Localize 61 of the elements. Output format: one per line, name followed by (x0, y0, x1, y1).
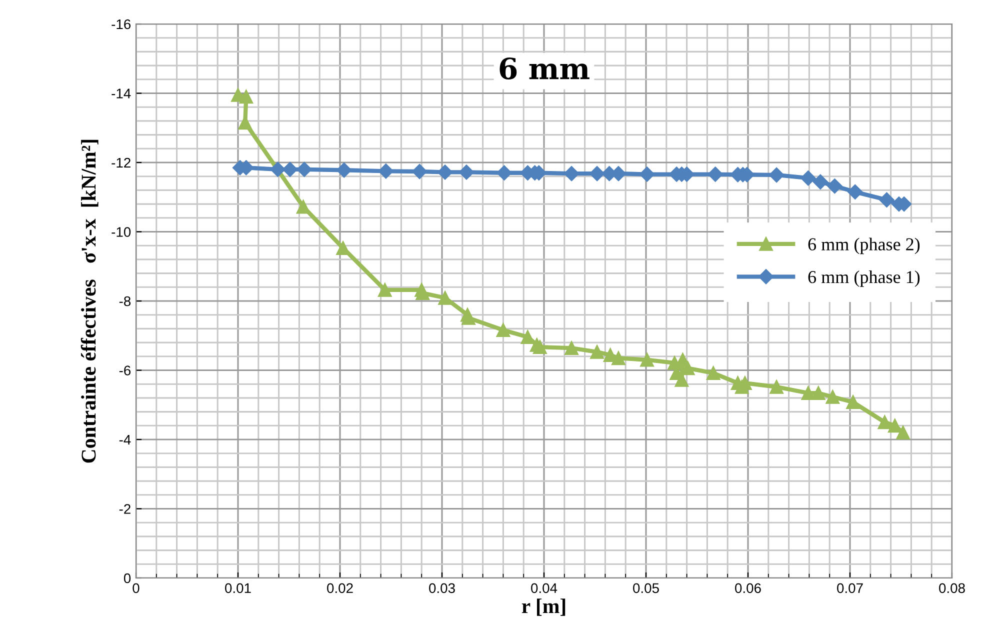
x-tick-label: 0.02 (327, 583, 353, 594)
y-tick-label: 0 (124, 573, 131, 584)
point (270, 162, 286, 177)
x-tick-label: 0.01 (225, 583, 251, 594)
point (282, 162, 298, 177)
point (437, 164, 453, 180)
x-axis-title: r [m] (522, 598, 566, 616)
y-tick-label: -6 (119, 366, 131, 376)
point (239, 90, 254, 104)
point (336, 162, 352, 178)
y-tick-label: -12 (112, 158, 130, 168)
point (811, 386, 826, 400)
point (496, 323, 510, 338)
point (812, 174, 828, 190)
y-tick-label: -14 (112, 88, 131, 98)
point (878, 415, 892, 430)
point (768, 167, 784, 183)
point (532, 340, 547, 354)
point (412, 164, 428, 180)
point (770, 380, 784, 394)
point (496, 165, 512, 180)
x-tick-label: 0.03 (429, 583, 455, 594)
point (800, 170, 816, 186)
y-tick-label: -4 (119, 434, 131, 445)
x-tick-label: 0.06 (735, 583, 761, 594)
point (590, 344, 604, 359)
y-tick-label: -8 (119, 296, 131, 306)
point (706, 366, 720, 380)
point (378, 164, 394, 179)
text: 6 mm (500, 57, 590, 80)
point (879, 192, 894, 208)
legend-label: 6 mm (phase 2) (808, 238, 920, 254)
point (378, 282, 392, 297)
point (336, 241, 350, 255)
point (848, 184, 863, 200)
x-tick-label: 0.07 (837, 583, 863, 594)
y-tick-label: -2 (119, 504, 130, 514)
point (564, 166, 580, 182)
legend-label: 6 mm (phase 1) (808, 270, 920, 287)
x-tick-label: 0.05 (633, 583, 659, 594)
x-tick-label: 0.08 (939, 583, 965, 594)
point (639, 166, 655, 182)
y-tick-label: -10 (112, 227, 131, 237)
point (801, 386, 816, 400)
point (564, 341, 578, 356)
y-tick-label: -16 (112, 19, 131, 30)
point (640, 352, 654, 367)
point (708, 166, 723, 182)
y-axis-title: Contrainte éffectives σ'x-x [kN/m²] (80, 140, 98, 463)
x-tick-label: 0 (132, 583, 140, 594)
point (896, 426, 910, 440)
point (589, 166, 605, 182)
point (846, 395, 860, 410)
point (458, 164, 474, 180)
point (826, 390, 840, 404)
point (438, 290, 452, 305)
point (296, 200, 310, 214)
point (827, 178, 842, 194)
point (612, 351, 626, 366)
point (296, 162, 312, 177)
x-tick-label: 0.04 (531, 583, 558, 594)
